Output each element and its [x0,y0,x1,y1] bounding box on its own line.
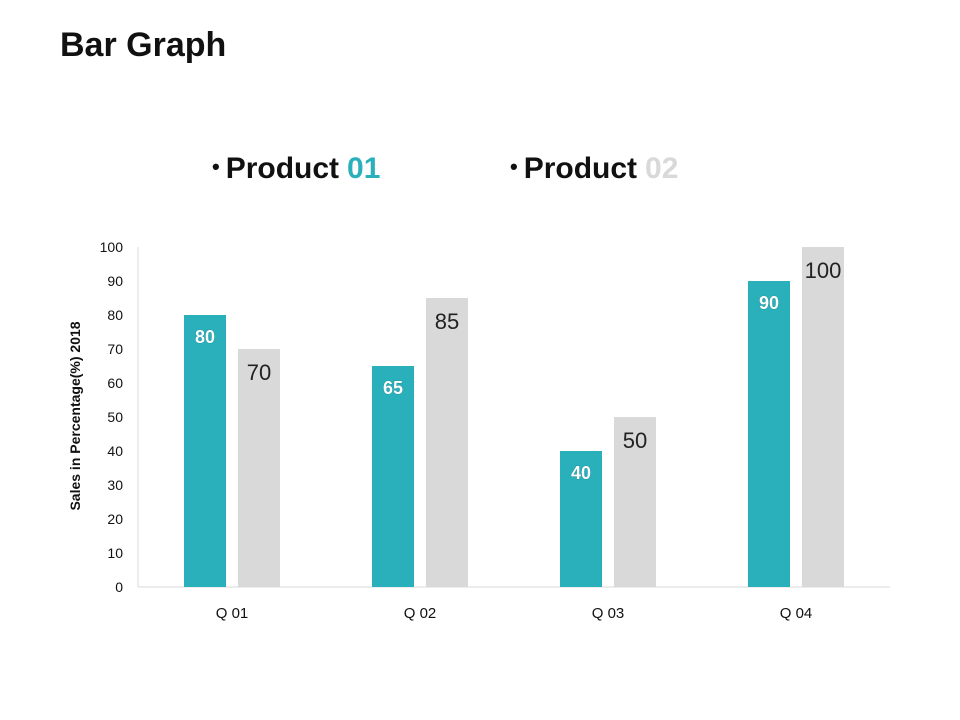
bar [802,247,844,587]
y-tick-label: 50 [107,409,123,425]
y-tick-label: 80 [107,307,123,323]
legend-bullet-icon: • [212,154,220,179]
bar [184,315,226,587]
y-tick-label: 60 [107,375,123,391]
data-label: 70 [247,360,271,385]
bar [614,417,656,587]
data-labels: 80 70 65 85 40 50 90 100 [195,258,842,483]
y-tick-label: 70 [107,341,123,357]
y-axis-title: Sales in Percentage(%) 2018 [67,321,83,510]
bar [748,281,790,587]
x-tick-label: Q 04 [780,605,813,622]
x-tick-label: Q 01 [216,605,249,622]
legend-product-01: • Product 01 [212,152,380,186]
x-tick-label: Q 02 [404,605,437,622]
y-tick-label: 0 [115,579,123,595]
y-tick-label: 30 [107,477,123,493]
y-tick-label: 20 [107,511,123,527]
bars [184,247,844,587]
y-tick-label: 100 [100,239,124,255]
legend-bullet-icon: • [510,154,518,179]
data-label: 90 [759,293,779,313]
bar [372,366,414,587]
legend-product-02: • Product 02 [510,152,678,186]
y-tick-label: 40 [107,443,123,459]
bar [560,451,602,587]
data-label: 100 [805,258,842,283]
legend-word: Product [523,152,638,185]
data-label: 50 [623,428,647,453]
data-label: 80 [195,327,215,347]
legend-number: 01 [347,152,381,185]
bar [238,349,280,587]
y-tick-label: 90 [107,273,123,289]
legend-word: Product [225,152,340,185]
data-label: 65 [383,378,403,398]
bar [426,298,468,587]
y-tick-label: 10 [107,545,123,561]
data-label: 85 [435,309,459,334]
page-title: Bar Graph [60,26,227,64]
data-label: 40 [571,463,591,483]
x-tick-label: Q 03 [592,605,625,622]
legend-number: 02 [645,152,679,185]
